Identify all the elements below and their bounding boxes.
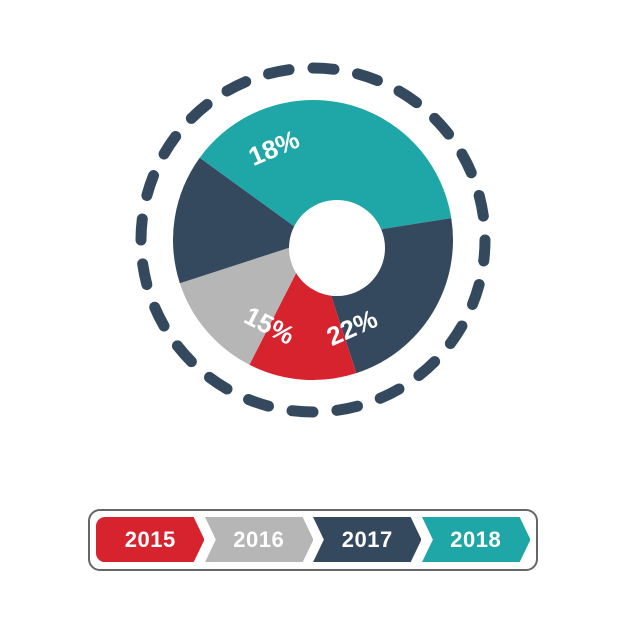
ring-dash (191, 104, 207, 118)
legend-label: 2016 (233, 527, 284, 553)
ring-dash (419, 362, 435, 376)
ring-dash (292, 411, 313, 412)
donut-center (289, 200, 385, 296)
legend-item: 2017 (313, 517, 422, 563)
legend-label: 2017 (342, 527, 393, 553)
year-legend: 2015 2016 2017 2018 (88, 509, 538, 571)
ring-dash (399, 91, 417, 103)
legend-item: 2015 (96, 517, 205, 563)
legend-label: 2015 (125, 527, 176, 553)
ring-dash (479, 195, 483, 216)
ring-dash (249, 399, 269, 406)
infographic-container: 18%15%22% 2015 2016 2017 2018 (0, 0, 626, 626)
ring-dash (358, 74, 378, 81)
ring-dash (147, 176, 154, 196)
ring-dash (155, 307, 164, 326)
ring-dash (462, 154, 471, 173)
ring-dash (164, 136, 176, 154)
ring-dash (177, 346, 191, 362)
ring-dash (227, 82, 246, 91)
ring-dash (337, 406, 358, 410)
ring-dash (143, 264, 147, 285)
ring-dash (435, 118, 449, 134)
ring-dash (450, 326, 462, 344)
ring-dash (268, 70, 289, 74)
ring-dash (209, 377, 227, 389)
ring-dash (141, 219, 142, 240)
donut-chart: 18%15%22% (113, 40, 513, 445)
ring-dash (484, 240, 485, 261)
ring-dash (380, 389, 399, 398)
ring-dash (313, 68, 334, 69)
legend-label: 2018 (450, 527, 501, 553)
ring-dash (472, 285, 479, 305)
legend-item: 2018 (422, 517, 531, 563)
legend-item: 2016 (205, 517, 314, 563)
donut-chart-svg: 18%15%22% (113, 40, 513, 440)
